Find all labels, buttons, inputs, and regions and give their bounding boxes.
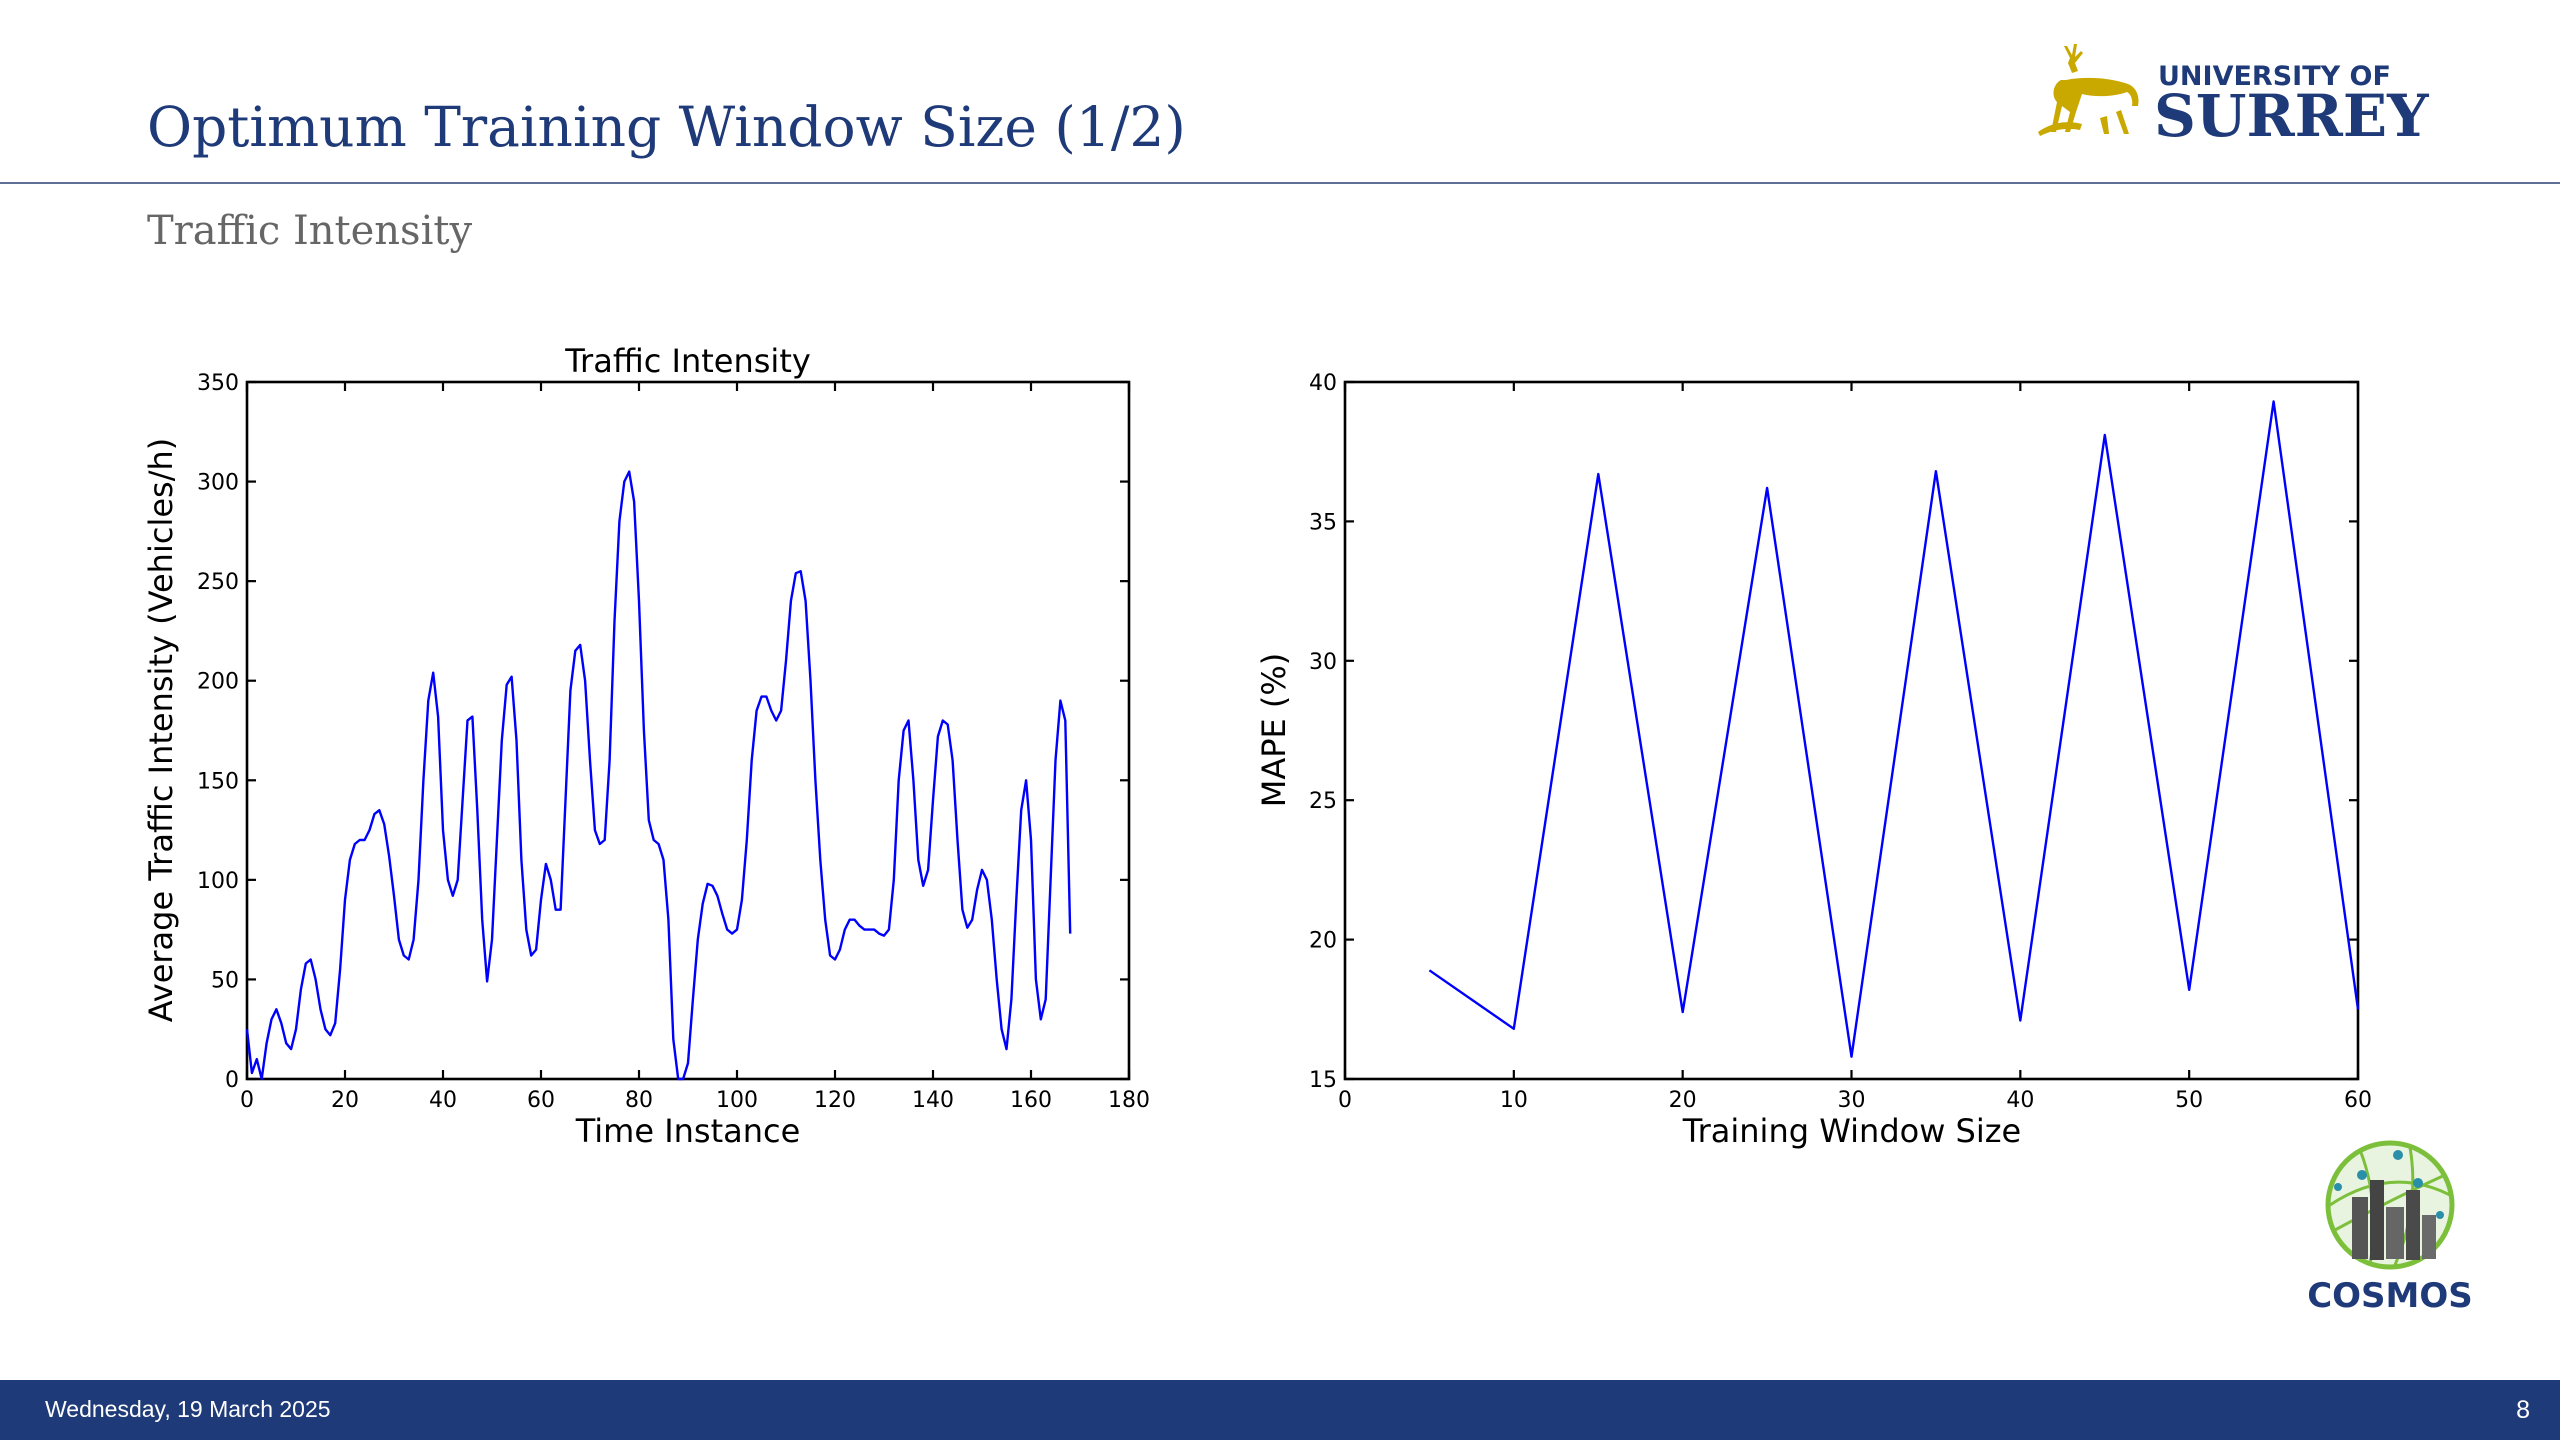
mape-chart: 0 10 20 30 40 50 60 15 20 25 30 35 40 Training Windo… [1255,371,2372,1150]
x-tick-label: 40 [429,1088,457,1113]
y-tick-label: 250 [197,570,239,595]
x-tick-label: 20 [331,1088,359,1113]
footer-date: Wednesday, 19 March 2025 [45,1396,331,1422]
y-tick-label: 35 [1309,510,1337,535]
x-tick-label: 60 [527,1088,555,1113]
globe-city-icon [2325,1140,2455,1270]
y-tick-label: 350 [197,371,239,396]
y-tick-label: 300 [197,471,239,496]
x-tick-label: 0 [1338,1088,1352,1113]
x-tick-label: 10 [1500,1088,1528,1113]
surrey-logo-line2: SURREY [2154,82,2429,150]
y-tick-label: 30 [1309,650,1337,675]
x-tick-label: 50 [2175,1088,2203,1113]
traffic-intensity-line [245,470,1072,1081]
y-axis-label: Average Traffic Intensity (Vehicles/h) [142,438,180,1022]
y-tick-label: 150 [197,769,239,794]
x-tick-label: 60 [2344,1088,2372,1113]
traffic-intensity-chart: 0 20 40 60 80 100 120 140 160 180 0 50 100 150 200 250 3… [142,342,1150,1150]
y-axis-label: MAPE (%) [1255,653,1293,808]
x-tick-label: 120 [814,1088,856,1113]
slide-title: Optimum Training Window Size (1/2) [147,95,1186,159]
university-of-surrey-logo: UNIVERSITY OF SURREY [2038,44,2429,150]
footer-bar [0,1380,2560,1440]
y-tick-label: 50 [211,968,239,993]
y-tick-label: 40 [1309,371,1337,396]
stag-emblem-icon [2038,44,2139,136]
plot-area-frame [1343,380,2360,1081]
cosmos-logo-text: COSMOS [2307,1276,2473,1316]
y-tick-label: 200 [197,670,239,695]
x-axis-label: Training Window Size [1682,1112,2021,1150]
mape-line [1428,400,2360,1058]
x-tick-label: 160 [1010,1088,1052,1113]
x-tick-label: 20 [1669,1088,1697,1113]
y-tick-label: 25 [1309,789,1337,814]
page-number: 8 [2516,1396,2530,1424]
x-tick-label: 100 [716,1088,758,1113]
y-tick-label: 15 [1309,1068,1337,1093]
x-tick-label: 0 [240,1088,254,1113]
x-tick-label: 140 [912,1088,954,1113]
y-tick-label: 20 [1309,929,1337,954]
x-tick-label: 40 [2006,1088,2034,1113]
y-tick-label: 0 [225,1068,239,1093]
title-divider [0,182,2560,184]
chart-title: Traffic Intensity [564,342,811,380]
plot-area-frame [245,380,1131,1081]
x-axis-label: Time Instance [575,1112,801,1150]
cosmos-logo: COSMOS [2307,1140,2473,1316]
surrey-logo-line1: UNIVERSITY OF [2158,61,2391,92]
x-tick-label: 80 [625,1088,653,1113]
slide-subtitle: Traffic Intensity [147,208,473,254]
y-tick-label: 100 [197,869,239,894]
x-tick-label: 180 [1108,1088,1150,1113]
x-tick-label: 30 [1838,1088,1866,1113]
